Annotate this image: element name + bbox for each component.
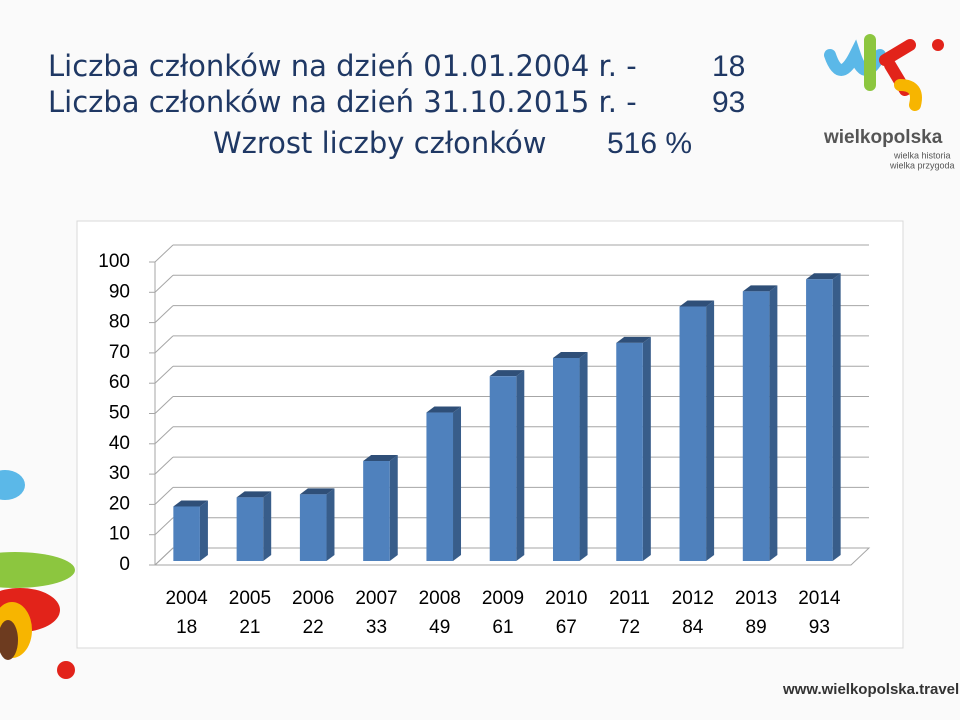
bar-side bbox=[832, 273, 841, 561]
bar bbox=[236, 497, 264, 561]
bar-top bbox=[489, 370, 525, 377]
bar-side bbox=[769, 285, 778, 561]
data-label: 33 bbox=[366, 617, 387, 638]
data-label: 89 bbox=[746, 617, 767, 638]
bar-top bbox=[363, 455, 398, 462]
bar-side bbox=[263, 491, 272, 561]
header-label: Liczba członków na dzień 31.10.2015 r. - bbox=[48, 85, 637, 119]
bar-top bbox=[552, 351, 588, 358]
bar bbox=[616, 342, 643, 561]
x-tick-label: 2014 bbox=[798, 588, 841, 609]
data-label: 93 bbox=[809, 617, 830, 638]
bar-top bbox=[742, 285, 778, 292]
grid-line bbox=[154, 244, 174, 263]
bar-top bbox=[616, 336, 651, 343]
grid-line bbox=[154, 456, 174, 475]
header-label: Liczba członków na dzień 01.01.2004 r. - bbox=[48, 49, 637, 83]
y-tick-label: 40 bbox=[109, 433, 130, 454]
logo-tagline: wielka historia bbox=[893, 150, 951, 160]
y-tick-label: 0 bbox=[119, 554, 130, 575]
y-tick-label: 20 bbox=[109, 493, 130, 514]
grid-line bbox=[154, 396, 174, 414]
data-label: 61 bbox=[492, 617, 513, 638]
x-tick-label: 2012 bbox=[672, 588, 714, 609]
plot: 0 10 20 30 40 50 60 70 80 90 100 2004 18 2005 21 2006 22… bbox=[98, 244, 871, 638]
bar-side bbox=[642, 336, 651, 561]
footer: www.wielkopolska.travel bbox=[782, 681, 959, 698]
bar-side bbox=[199, 500, 208, 561]
bar-top bbox=[806, 273, 841, 280]
data-label: 18 bbox=[176, 617, 197, 638]
y-tick-label: 30 bbox=[109, 463, 130, 484]
data-label: 22 bbox=[303, 617, 324, 638]
data-label: 72 bbox=[619, 617, 640, 638]
bar bbox=[742, 291, 770, 561]
logo-name: wielkopolska bbox=[823, 127, 943, 148]
data-label: 67 bbox=[556, 617, 577, 638]
header-value: 93 bbox=[712, 86, 745, 119]
grid-line bbox=[154, 335, 174, 354]
bar bbox=[489, 376, 517, 561]
grid-line bbox=[154, 365, 174, 384]
y-tick-label: 60 bbox=[109, 372, 130, 393]
grid-line bbox=[154, 517, 174, 536]
x-tick-label: 2004 bbox=[165, 588, 208, 609]
bar bbox=[679, 306, 707, 561]
x-tick-label: 2006 bbox=[292, 588, 334, 609]
y-tick-label: 10 bbox=[109, 524, 130, 545]
x-tick-label: 2007 bbox=[355, 588, 397, 609]
y-tick-label: 100 bbox=[98, 251, 130, 272]
y-tick-label: 70 bbox=[109, 342, 130, 363]
bar bbox=[363, 461, 390, 561]
grid-line bbox=[154, 426, 174, 445]
bar-top bbox=[679, 300, 715, 307]
header-label: Wzrost liczby członków bbox=[213, 126, 546, 160]
grid-line bbox=[154, 547, 174, 566]
data-label: 21 bbox=[239, 617, 260, 638]
bar-top bbox=[173, 500, 208, 507]
logo-tagline: wielka przygoda bbox=[889, 160, 955, 170]
logo: wielkopolska wielka historia wielka przy… bbox=[823, 34, 955, 170]
x-tick-label: 2009 bbox=[482, 588, 524, 609]
bar-side bbox=[579, 351, 588, 561]
x-tick-label: 2005 bbox=[229, 588, 271, 609]
bar-top bbox=[299, 488, 335, 495]
bar bbox=[173, 506, 200, 561]
grid-line bbox=[154, 274, 174, 293]
decoration bbox=[0, 470, 75, 679]
bar bbox=[552, 357, 580, 561]
bar bbox=[806, 279, 833, 561]
data-label: 49 bbox=[429, 617, 450, 638]
bar bbox=[299, 494, 327, 561]
grid-line bbox=[154, 305, 174, 323]
y-tick-label: 90 bbox=[109, 281, 130, 302]
bar-side bbox=[706, 300, 715, 561]
bar-top bbox=[236, 491, 272, 498]
bar-side bbox=[453, 406, 462, 561]
grid-line bbox=[154, 487, 174, 505]
data-label: 84 bbox=[682, 617, 704, 638]
y-tick-label: 80 bbox=[109, 312, 130, 333]
bar-top bbox=[426, 406, 462, 413]
bar-side bbox=[389, 455, 398, 561]
x-tick-label: 2008 bbox=[419, 588, 461, 609]
y-tick-label: 50 bbox=[109, 403, 130, 424]
x-tick-label: 2011 bbox=[609, 588, 650, 609]
header-value: 516 % bbox=[607, 127, 692, 160]
x-tick-label: 2013 bbox=[735, 588, 777, 609]
bar-side bbox=[326, 488, 335, 561]
x-tick-label: 2010 bbox=[545, 588, 587, 609]
header-value: 18 bbox=[712, 50, 745, 83]
bar bbox=[426, 412, 454, 561]
bar-side bbox=[516, 370, 525, 561]
